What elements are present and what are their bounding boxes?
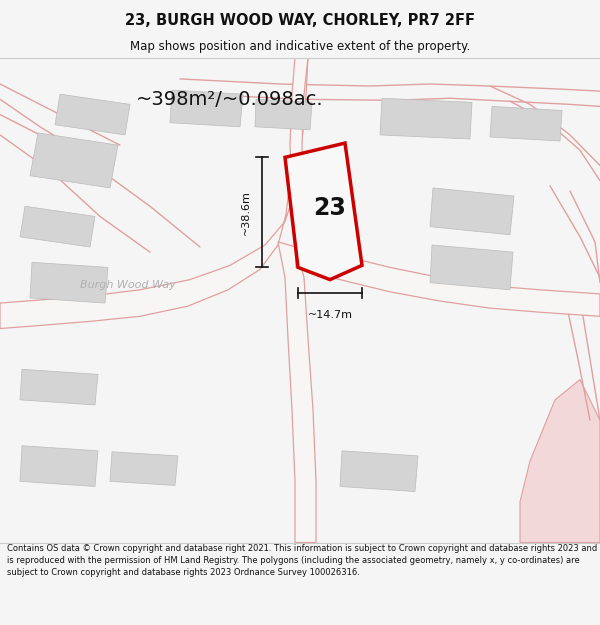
Text: Burgh Wood Way: Burgh Wood Way: [80, 280, 176, 290]
Polygon shape: [290, 58, 308, 242]
Polygon shape: [0, 58, 308, 329]
Polygon shape: [380, 98, 472, 139]
Text: Contains OS data © Crown copyright and database right 2021. This information is : Contains OS data © Crown copyright and d…: [7, 544, 598, 577]
Polygon shape: [490, 106, 562, 141]
Polygon shape: [30, 133, 118, 188]
Polygon shape: [430, 188, 514, 235]
Text: ~14.7m: ~14.7m: [308, 310, 353, 320]
Polygon shape: [20, 446, 98, 486]
Polygon shape: [295, 242, 600, 316]
Text: 23, BURGH WOOD WAY, CHORLEY, PR7 2FF: 23, BURGH WOOD WAY, CHORLEY, PR7 2FF: [125, 12, 475, 28]
Polygon shape: [255, 99, 312, 130]
Polygon shape: [430, 245, 513, 290]
Polygon shape: [340, 451, 418, 491]
Polygon shape: [285, 143, 362, 279]
Polygon shape: [278, 242, 316, 542]
Polygon shape: [55, 94, 130, 135]
Polygon shape: [170, 90, 243, 127]
Polygon shape: [20, 369, 98, 405]
Polygon shape: [110, 452, 178, 486]
Text: Map shows position and indicative extent of the property.: Map shows position and indicative extent…: [130, 40, 470, 53]
Text: 23: 23: [314, 196, 346, 220]
Polygon shape: [30, 262, 108, 303]
Text: ~38.6m: ~38.6m: [241, 190, 251, 235]
Polygon shape: [520, 379, 600, 542]
Polygon shape: [20, 206, 95, 247]
Text: ~398m²/~0.098ac.: ~398m²/~0.098ac.: [136, 90, 324, 109]
